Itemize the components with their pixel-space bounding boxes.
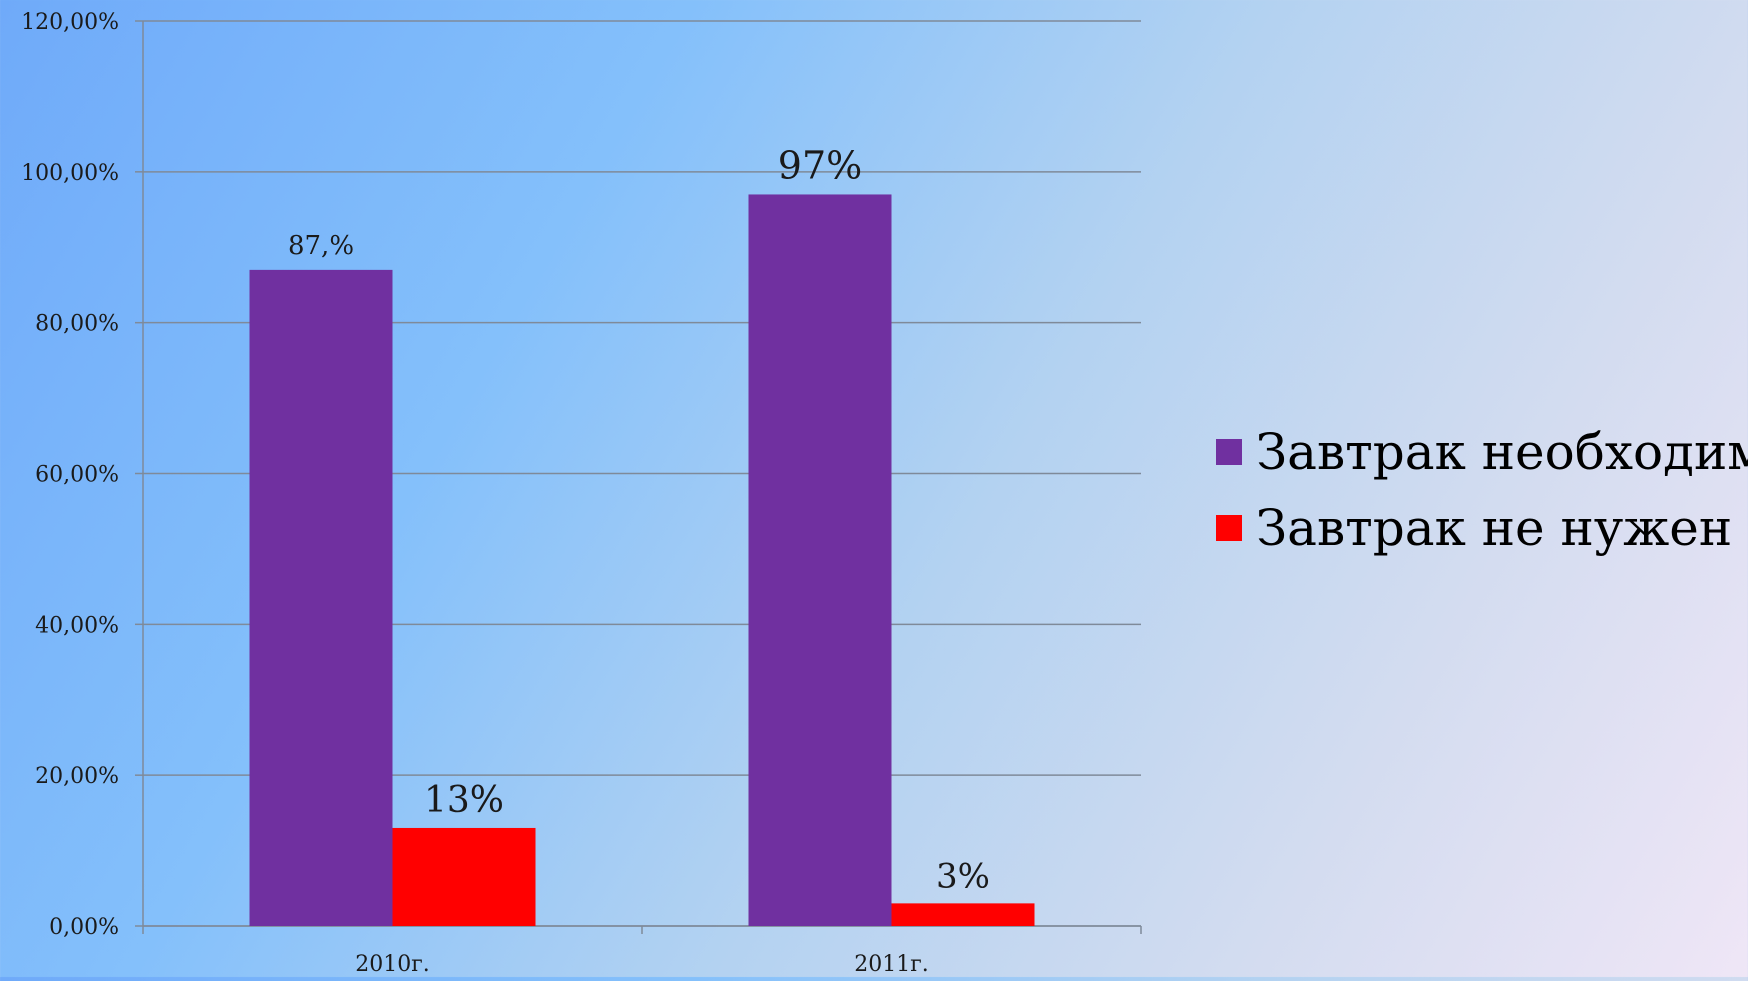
legend: Завтрак необходим Завтрак не нужен bbox=[1216, 423, 1748, 557]
data-label: 3% bbox=[936, 856, 990, 896]
legend-swatch bbox=[1216, 515, 1242, 541]
bar-breakfast-needed bbox=[748, 194, 892, 927]
bar-breakfast-not-needed bbox=[392, 827, 536, 926]
data-label: 87,% bbox=[288, 231, 354, 261]
axes: 0,00% 20,00% 40,00% 60,00% 80,00% 100,00% 120,… bbox=[21, 10, 1142, 977]
x-category-label: 2011г. bbox=[854, 952, 929, 977]
y-tick-label: 100,00% bbox=[21, 161, 119, 186]
data-labels: 87,% 13% 97% 3% bbox=[288, 143, 990, 896]
y-tick-label: 80,00% bbox=[35, 312, 119, 337]
y-tick-label: 120,00% bbox=[21, 10, 119, 35]
bar-breakfast-not-needed bbox=[891, 903, 1035, 926]
legend-label: Завтрак необходим bbox=[1256, 423, 1748, 481]
y-tick-label: 0,00% bbox=[49, 915, 119, 940]
x-category-label: 2010г. bbox=[355, 952, 430, 977]
y-tick-label: 20,00% bbox=[35, 764, 119, 789]
y-tick-label: 60,00% bbox=[35, 463, 119, 488]
legend-label: Завтрак не нужен bbox=[1256, 499, 1732, 557]
data-label: 97% bbox=[778, 143, 862, 187]
data-label: 13% bbox=[424, 780, 504, 821]
bars bbox=[249, 194, 1035, 927]
y-tick-label: 40,00% bbox=[35, 613, 119, 638]
bar-breakfast-needed bbox=[249, 269, 393, 926]
legend-swatch bbox=[1216, 439, 1242, 465]
